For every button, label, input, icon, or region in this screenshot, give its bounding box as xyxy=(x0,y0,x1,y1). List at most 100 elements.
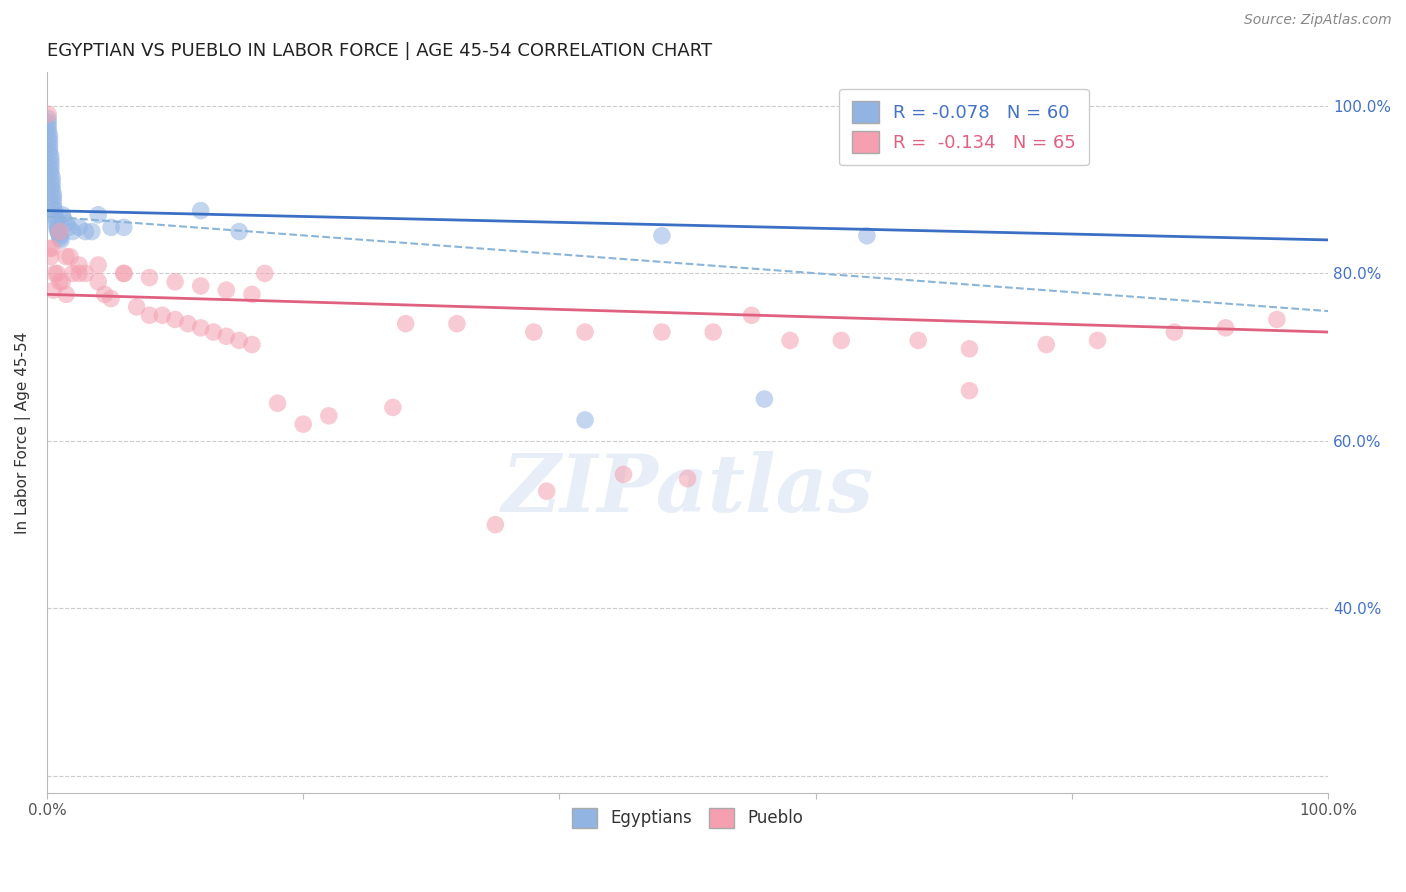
Point xyxy=(38,136,60,151)
Text: Source: ZipAtlas.com: Source: ZipAtlas.com xyxy=(1244,13,1392,28)
Point xyxy=(51,208,73,222)
Point xyxy=(612,467,634,482)
Point xyxy=(536,484,558,499)
Point xyxy=(44,208,66,222)
Point xyxy=(1163,325,1185,339)
Point xyxy=(44,203,66,218)
Point xyxy=(395,317,418,331)
Point xyxy=(48,225,70,239)
Point xyxy=(523,325,546,339)
Point xyxy=(177,317,200,331)
Point xyxy=(38,241,60,255)
Point xyxy=(215,283,238,297)
Point xyxy=(381,401,404,415)
Point xyxy=(80,225,103,239)
Point xyxy=(41,170,63,185)
Point xyxy=(38,128,60,143)
Point xyxy=(44,267,66,281)
Point xyxy=(228,334,250,348)
Point xyxy=(38,141,60,155)
Point xyxy=(37,107,59,121)
Point xyxy=(49,228,72,243)
Point xyxy=(58,220,80,235)
Point xyxy=(46,220,69,235)
Point xyxy=(240,337,263,351)
Point xyxy=(39,250,62,264)
Point xyxy=(741,308,763,322)
Point xyxy=(957,384,980,398)
Y-axis label: In Labor Force | Age 45-54: In Labor Force | Age 45-54 xyxy=(15,332,31,533)
Point xyxy=(52,211,75,226)
Point xyxy=(138,308,160,322)
Point xyxy=(39,161,62,176)
Point xyxy=(266,396,288,410)
Point xyxy=(37,124,59,138)
Point xyxy=(190,203,212,218)
Point xyxy=(45,211,67,226)
Point xyxy=(39,153,62,168)
Point xyxy=(38,145,60,159)
Point xyxy=(1215,321,1237,335)
Point xyxy=(1265,312,1288,326)
Point xyxy=(62,267,84,281)
Point xyxy=(37,112,59,126)
Point xyxy=(112,267,135,281)
Point xyxy=(907,334,929,348)
Point xyxy=(190,321,212,335)
Point xyxy=(87,258,110,272)
Point xyxy=(41,241,63,255)
Point xyxy=(49,225,72,239)
Point xyxy=(779,334,801,348)
Point xyxy=(55,216,77,230)
Point xyxy=(41,174,63,188)
Point xyxy=(150,308,173,322)
Point xyxy=(42,283,65,297)
Point xyxy=(67,267,90,281)
Point xyxy=(55,250,77,264)
Point xyxy=(112,267,135,281)
Point xyxy=(42,186,65,201)
Point xyxy=(1087,334,1109,348)
Point xyxy=(38,132,60,146)
Point xyxy=(51,275,73,289)
Point xyxy=(574,325,596,339)
Point xyxy=(46,267,69,281)
Point xyxy=(574,413,596,427)
Point xyxy=(75,225,97,239)
Point xyxy=(1035,337,1057,351)
Point xyxy=(484,517,506,532)
Point xyxy=(830,334,852,348)
Point xyxy=(253,267,276,281)
Point xyxy=(676,472,699,486)
Point xyxy=(49,275,72,289)
Point xyxy=(62,225,84,239)
Point xyxy=(41,178,63,193)
Point xyxy=(37,116,59,130)
Point xyxy=(100,220,122,235)
Point xyxy=(754,392,776,406)
Point xyxy=(202,325,225,339)
Point xyxy=(49,233,72,247)
Point xyxy=(318,409,340,423)
Point xyxy=(100,292,122,306)
Text: EGYPTIAN VS PUEBLO IN LABOR FORCE | AGE 45-54 CORRELATION CHART: EGYPTIAN VS PUEBLO IN LABOR FORCE | AGE … xyxy=(46,42,711,60)
Point xyxy=(957,342,980,356)
Point xyxy=(41,183,63,197)
Point xyxy=(112,220,135,235)
Point xyxy=(39,157,62,171)
Point xyxy=(702,325,724,339)
Point xyxy=(39,166,62,180)
Point xyxy=(856,228,879,243)
Point xyxy=(48,226,70,240)
Point xyxy=(240,287,263,301)
Point xyxy=(67,220,90,235)
Point xyxy=(190,279,212,293)
Point xyxy=(125,300,148,314)
Point xyxy=(446,317,468,331)
Legend: Egyptians, Pueblo: Egyptians, Pueblo xyxy=(565,801,810,835)
Point xyxy=(49,231,72,245)
Point xyxy=(59,250,82,264)
Point xyxy=(215,329,238,343)
Point xyxy=(165,275,187,289)
Point xyxy=(45,216,67,230)
